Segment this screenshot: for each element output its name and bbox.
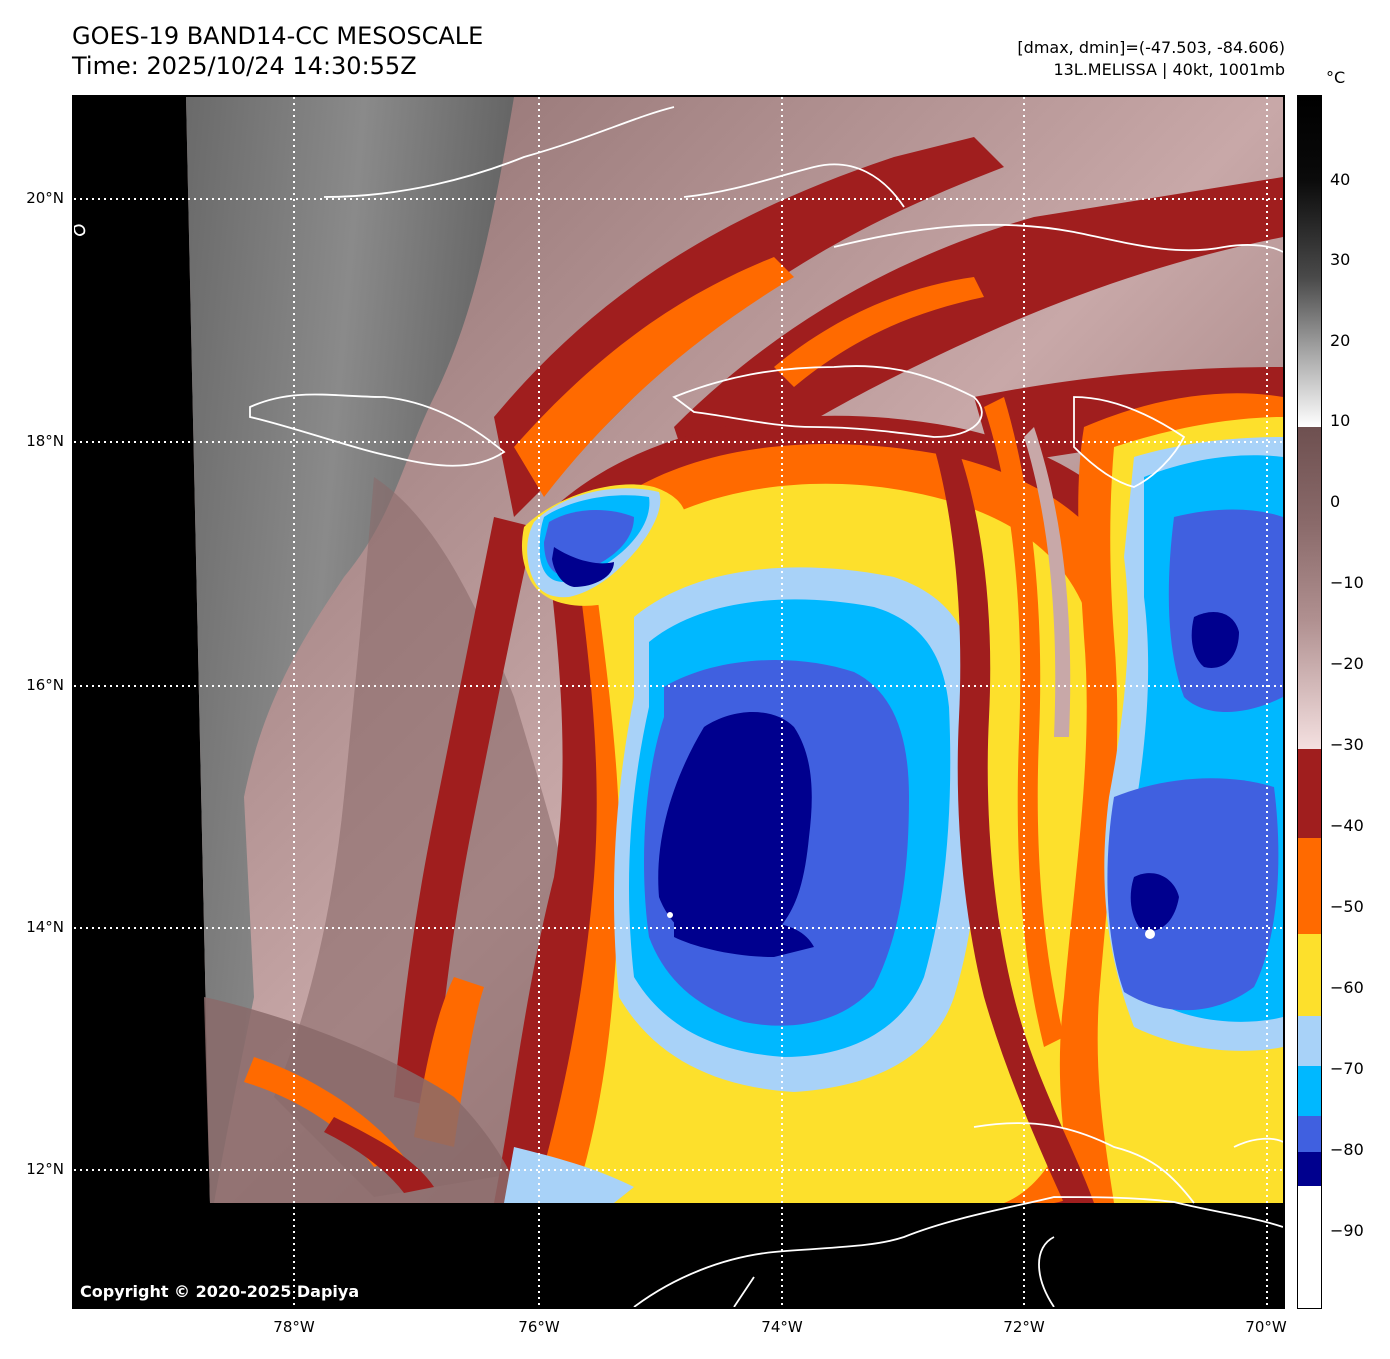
colorbar-gray-band	[1298, 96, 1321, 427]
gridlines	[74, 97, 1283, 1307]
lat-label-20n: 20°N	[26, 189, 64, 207]
colorbar-tick-minus60: −60	[1330, 978, 1364, 997]
copyright-text: Copyright © 2020-2025 Dapiya	[80, 1282, 360, 1301]
colorbar-yellow-band	[1298, 934, 1321, 1016]
lat-label-18n: 18°N	[26, 432, 64, 450]
colorbar-tick-10: 10	[1330, 411, 1351, 430]
lon-label-72w: 72°W	[1003, 1318, 1045, 1336]
coastlines	[74, 106, 1283, 1307]
colorbar-tick-minus70: −70	[1330, 1059, 1364, 1078]
colorbar-unit: °C	[1326, 68, 1346, 87]
colorbar-tick-minus10: −10	[1330, 573, 1364, 592]
colorbar-min-band	[1298, 1186, 1321, 1308]
satellite-map[interactable]: Copyright © 2020-2025 Dapiya	[72, 95, 1285, 1309]
colorbar-tick-0: 0	[1330, 492, 1341, 511]
colorbar-tick-minus50: −50	[1330, 897, 1364, 916]
colorbar-orange-band	[1298, 838, 1321, 934]
colorbar-tick-30: 30	[1330, 250, 1351, 269]
colorbar-tick-minus90: −90	[1330, 1221, 1364, 1240]
title-line-1: GOES-19 BAND14-CC MESOSCALE	[72, 22, 484, 50]
colorbar-tick-20: 20	[1330, 331, 1351, 350]
storm-center-marker	[1145, 929, 1155, 939]
colorbar-tick-minus20: −20	[1330, 654, 1364, 673]
lon-label-74w: 74°W	[761, 1318, 803, 1336]
colorbar-navy-band	[1298, 1152, 1321, 1186]
colorbar-tick-minus40: −40	[1330, 816, 1364, 835]
colorbar-blue-band	[1298, 1116, 1321, 1152]
lon-label-78w: 78°W	[273, 1318, 315, 1336]
colorbar-tick-minus80: −80	[1330, 1140, 1364, 1159]
colorbar-tick-minus30: −30	[1330, 735, 1364, 754]
lon-label-76w: 76°W	[518, 1318, 560, 1336]
lat-label-16n: 16°N	[26, 676, 64, 694]
map-svg	[74, 97, 1283, 1307]
colorbar-brown-band	[1298, 427, 1321, 749]
warm-cloud-free-area	[186, 97, 514, 1203]
lat-label-12n: 12°N	[26, 1160, 64, 1178]
colorbar-lightblue-band	[1298, 1016, 1321, 1066]
title-line-2: Time: 2025/10/24 14:30:55Z	[72, 52, 417, 80]
colorbar-tick-40: 40	[1330, 170, 1351, 189]
lon-label-70w: 70°W	[1245, 1318, 1287, 1336]
temperature-range-text: [dmax, dmin]=(-47.503, -84.606)	[1017, 38, 1285, 57]
colorbar-darkred-band	[1298, 749, 1321, 838]
storm-info-text: 13L.MELISSA | 40kt, 1001mb	[1053, 60, 1285, 79]
lat-label-14n: 14°N	[26, 918, 64, 936]
